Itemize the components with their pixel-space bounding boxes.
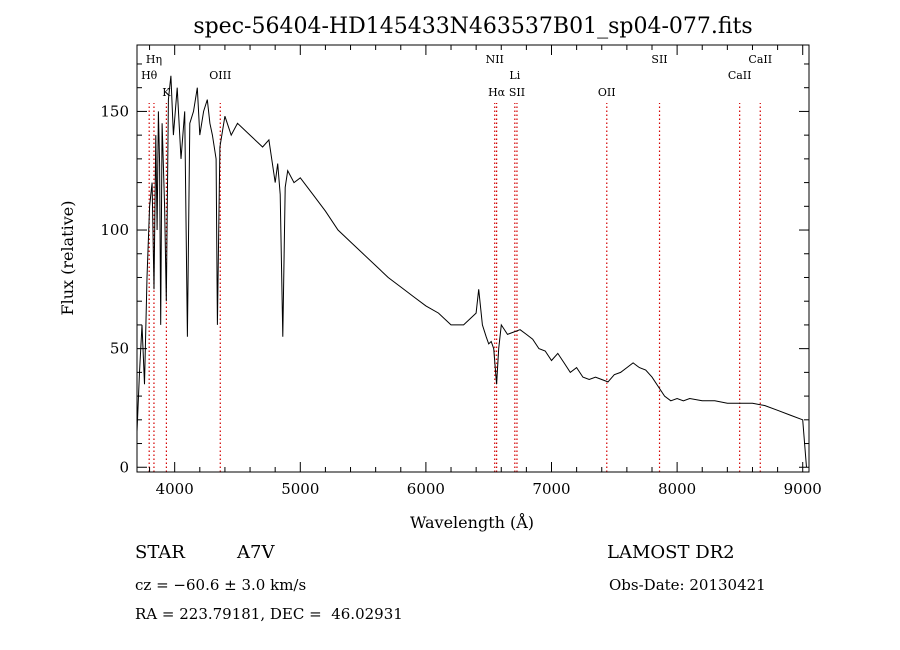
x-tick-label: 5000: [281, 480, 319, 498]
spectral-line-label: SII: [651, 53, 667, 66]
object-type: STAR: [135, 542, 185, 563]
coordinates: RA = 223.79181, DEC = 46.02931: [135, 605, 403, 623]
y-axis-label: Flux (relative): [58, 201, 77, 316]
y-tick-label: 0: [119, 458, 129, 476]
axis-ticks: 4000 5000 6000 7000 8000 9000 0 50 100 150: [100, 45, 822, 498]
spectral-line-label: NII: [486, 53, 504, 66]
x-tick-label: 8000: [658, 480, 696, 498]
spectral-line-label: CaII: [748, 53, 772, 66]
spectral-line-label: Hα: [488, 86, 506, 99]
survey-name: LAMOST DR2: [607, 542, 735, 563]
spectral-line-label: Hη: [146, 53, 162, 66]
spectral-line-label: CaII: [728, 69, 752, 82]
spectral-line-label: SII: [509, 86, 525, 99]
object-subclass: A7V: [237, 542, 275, 563]
redshift-cz: cz = −60.6 ± 3.0 km/s: [135, 576, 307, 594]
spectrum-line: [136, 75, 807, 468]
spectrum-plot: spec-56404-HD145433N463537B01_sp04-077.f…: [58, 14, 822, 532]
observation-date: Obs-Date: 20130421: [609, 576, 766, 594]
x-tick-label: 7000: [532, 480, 570, 498]
spectral-line-label: K: [162, 86, 171, 99]
plot-frame: [136, 44, 810, 473]
y-tick-label: 50: [110, 340, 129, 358]
y-tick-label: 150: [100, 102, 129, 120]
spectral-line-label: Li: [509, 69, 520, 82]
spectral-line-label: Hθ: [141, 69, 158, 82]
x-tick-label: 9000: [784, 480, 822, 498]
x-tick-label: 4000: [156, 480, 194, 498]
y-tick-label: 100: [100, 221, 129, 239]
spectral-line-label: OII: [598, 86, 616, 99]
x-tick-label: 6000: [407, 480, 445, 498]
chart-title: spec-56404-HD145433N463537B01_sp04-077.f…: [193, 14, 752, 39]
spectral-line-label: OIII: [209, 69, 231, 82]
x-axis-label: Wavelength (Å): [410, 512, 534, 532]
